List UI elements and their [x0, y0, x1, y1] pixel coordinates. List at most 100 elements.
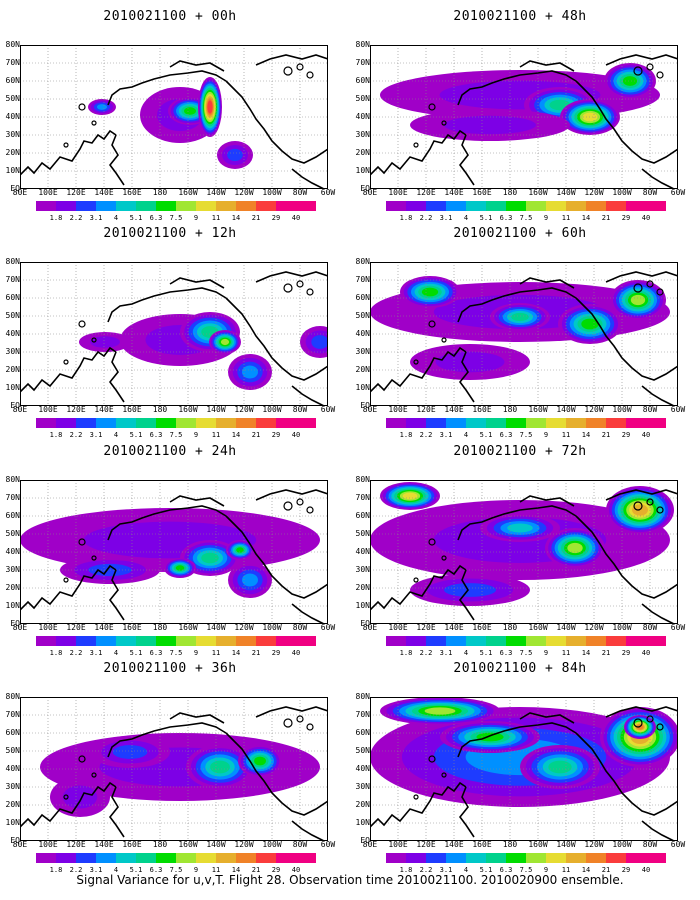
lon-tick-label: 100W: [262, 840, 282, 849]
variance-map: [20, 262, 328, 406]
panel-title: 2010021100 + 48h: [453, 9, 587, 24]
color-bar-label: 40: [641, 214, 651, 222]
panel-title: 2010021100 + 36h: [103, 661, 237, 676]
lon-tick-label: 180: [152, 405, 168, 414]
panel-title: 2010021100 + 72h: [453, 444, 587, 459]
color-bar-swatch: [406, 201, 426, 211]
lon-tick-label: 60W: [670, 840, 686, 849]
color-bar-swatch: [276, 418, 296, 428]
map-panel: 2010021100 + 72h EQ 10N 20N 30N 40N 50N 60N 70N 8…: [350, 440, 690, 657]
color-bar-label: 3.1: [89, 431, 103, 439]
lon-tick-label: 140W: [556, 623, 576, 632]
lat-tick-label: 20N: [355, 365, 370, 374]
lat-tick-label: EQ: [360, 836, 370, 845]
color-bar-swatch: [486, 636, 506, 646]
color-bar-label: 7.5: [519, 866, 533, 874]
lat-tick-label: 20N: [355, 583, 370, 592]
lon-tick-label: 80W: [292, 405, 308, 414]
map-panel: 2010021100 + 00h EQ 10N 20N 30N 40N 50N 60N 70N 8…: [0, 5, 340, 222]
color-bar-swatch: [296, 201, 316, 211]
lat-tick-label: EQ: [10, 184, 20, 193]
color-bar-swatch: [446, 853, 466, 863]
color-bar-swatch: [606, 853, 626, 863]
color-bar-label: 6.3: [499, 649, 513, 657]
color-bar-label: 9: [193, 214, 199, 222]
lat-tick-label: 40N: [5, 329, 20, 338]
lat-tick-label: 40N: [355, 547, 370, 556]
lat-tick-label: 10N: [355, 601, 370, 610]
color-bar-swatch: [216, 201, 236, 211]
lon-tick-label: 140W: [206, 188, 226, 197]
color-bar-label: 6.3: [149, 431, 163, 439]
lon-tick-label: 120E: [416, 623, 436, 632]
color-bar-swatch: [466, 853, 486, 863]
lat-tick-label: 70N: [355, 275, 370, 284]
lon-tick-label: 80E: [12, 623, 28, 632]
color-bar-swatch: [446, 201, 466, 211]
lon-tick-label: 160E: [122, 188, 142, 197]
color-bar-label: 9: [193, 649, 199, 657]
color-bar-swatch: [386, 418, 406, 428]
color-bar-label: 4: [463, 649, 469, 657]
color-bar-label: 29: [621, 214, 631, 222]
lon-tick-label: 80W: [292, 840, 308, 849]
lon-tick-label: 140E: [444, 405, 464, 414]
color-bar-swatch: [256, 853, 276, 863]
lat-tick-label: 10N: [5, 601, 20, 610]
color-bar-swatch: [76, 418, 96, 428]
color-bar-swatch: [216, 853, 236, 863]
color-bar-swatch: [506, 636, 526, 646]
color-bar-label: 2.2: [69, 866, 83, 874]
variance-map: [20, 697, 328, 841]
color-bar-swatch: [256, 418, 276, 428]
lon-tick-label: 120W: [584, 840, 604, 849]
color-bar-label: 5.1: [479, 431, 493, 439]
lat-tick-label: 20N: [355, 148, 370, 157]
color-bar-label: 2.2: [69, 214, 83, 222]
color-bar: [386, 418, 666, 428]
color-bar-label: 3.1: [439, 431, 453, 439]
color-bar-swatch: [526, 853, 546, 863]
color-bar-label: 9: [543, 649, 549, 657]
color-bar-label: 1.8: [49, 214, 63, 222]
color-bar-swatch: [466, 201, 486, 211]
lat-tick-label: 20N: [5, 583, 20, 592]
color-bar-label: 29: [271, 649, 281, 657]
color-bar-swatch: [406, 636, 426, 646]
color-bar-swatch: [626, 201, 646, 211]
lat-tick-label: 50N: [355, 746, 370, 755]
lon-tick-label: 120W: [584, 623, 604, 632]
lat-tick-label: EQ: [360, 184, 370, 193]
lat-tick-label: 70N: [355, 493, 370, 502]
color-bar-label: 3.1: [89, 214, 103, 222]
color-bar-label: 5.1: [129, 649, 143, 657]
color-bar-label: 1.8: [49, 649, 63, 657]
color-bar-swatch: [626, 418, 646, 428]
color-bar-swatch: [546, 853, 566, 863]
lat-tick-label: 50N: [5, 529, 20, 538]
color-bar-swatch: [296, 636, 316, 646]
lon-tick-label: 120E: [416, 405, 436, 414]
lat-tick-label: 70N: [5, 493, 20, 502]
variance-map: [370, 480, 678, 624]
color-bar-label: 9: [543, 866, 549, 874]
lon-tick-label: 80W: [292, 188, 308, 197]
color-bar-swatch: [116, 418, 136, 428]
variance-map: [370, 262, 678, 406]
color-bar-swatch: [426, 853, 446, 863]
lat-tick-label: 50N: [5, 746, 20, 755]
color-bar-label: 2.2: [69, 649, 83, 657]
color-bar-swatch: [506, 201, 526, 211]
lon-tick-label: 120E: [416, 188, 436, 197]
color-bar-label: 3.1: [89, 866, 103, 874]
color-bar-swatch: [296, 418, 316, 428]
color-bar-swatch: [236, 418, 256, 428]
color-bar-swatch: [196, 853, 216, 863]
color-bar-label: 29: [271, 214, 281, 222]
lon-tick-label: 160E: [122, 405, 142, 414]
color-bar-label: 21: [251, 431, 261, 439]
color-bar-swatch: [626, 853, 646, 863]
lat-tick-label: 40N: [355, 112, 370, 121]
lat-tick-label: 40N: [355, 764, 370, 773]
color-bar-swatch: [136, 853, 156, 863]
